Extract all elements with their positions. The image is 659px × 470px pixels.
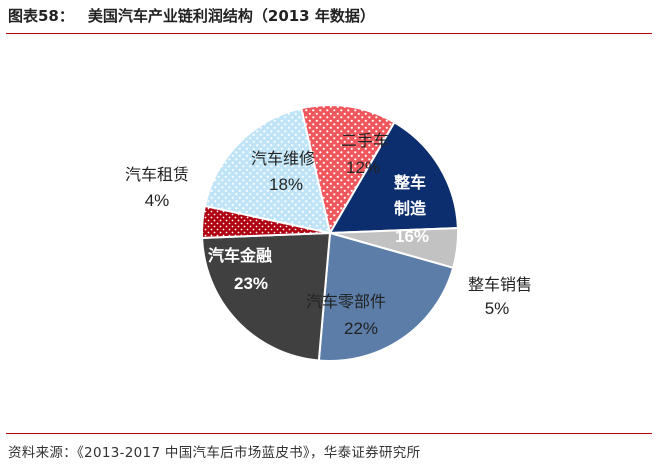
slice-label-5: 汽车金融 xyxy=(208,246,272,265)
figure-title-text: 美国汽车产业链利润结构（2013 年数据） xyxy=(87,7,375,25)
slice-label-1: 二手车 xyxy=(341,131,389,150)
slice-value-7: 18% xyxy=(269,175,303,194)
pie-slice-2 xyxy=(328,121,459,235)
slice-value-6: 4% xyxy=(145,191,170,210)
bottom-divider xyxy=(6,433,652,434)
figure-title: 图表58： 美国汽车产业链利润结构（2013 年数据） xyxy=(8,5,375,26)
slice-value-3: 5% xyxy=(485,299,510,318)
source-note: 资料来源：《2013-2017 中国汽车后市场蓝皮书》，华泰证券研究所 xyxy=(8,445,421,461)
pie-slice-5 xyxy=(201,231,332,362)
top-divider xyxy=(6,33,652,34)
figure-number: 图表58： xyxy=(8,7,74,25)
slice-label-3: 整车销售 xyxy=(468,275,532,294)
slice-label-2-line2: 制造 xyxy=(394,199,427,218)
pie-slice-1 xyxy=(300,104,396,236)
pie-slice-7 xyxy=(203,107,332,235)
slice-value-2: 16% xyxy=(395,227,429,246)
pie-slice-4 xyxy=(317,231,455,362)
slice-value-1: 12% xyxy=(346,158,380,177)
slice-value-4: 22% xyxy=(344,319,378,338)
slice-label-6: 汽车租赁 xyxy=(125,165,189,184)
slice-label-4: 汽车零部件 xyxy=(306,292,386,311)
slice-label-7: 汽车维修 xyxy=(251,149,315,168)
slice-label-2-line1: 整车 xyxy=(393,173,426,192)
slice-value-5: 23% xyxy=(234,274,268,293)
